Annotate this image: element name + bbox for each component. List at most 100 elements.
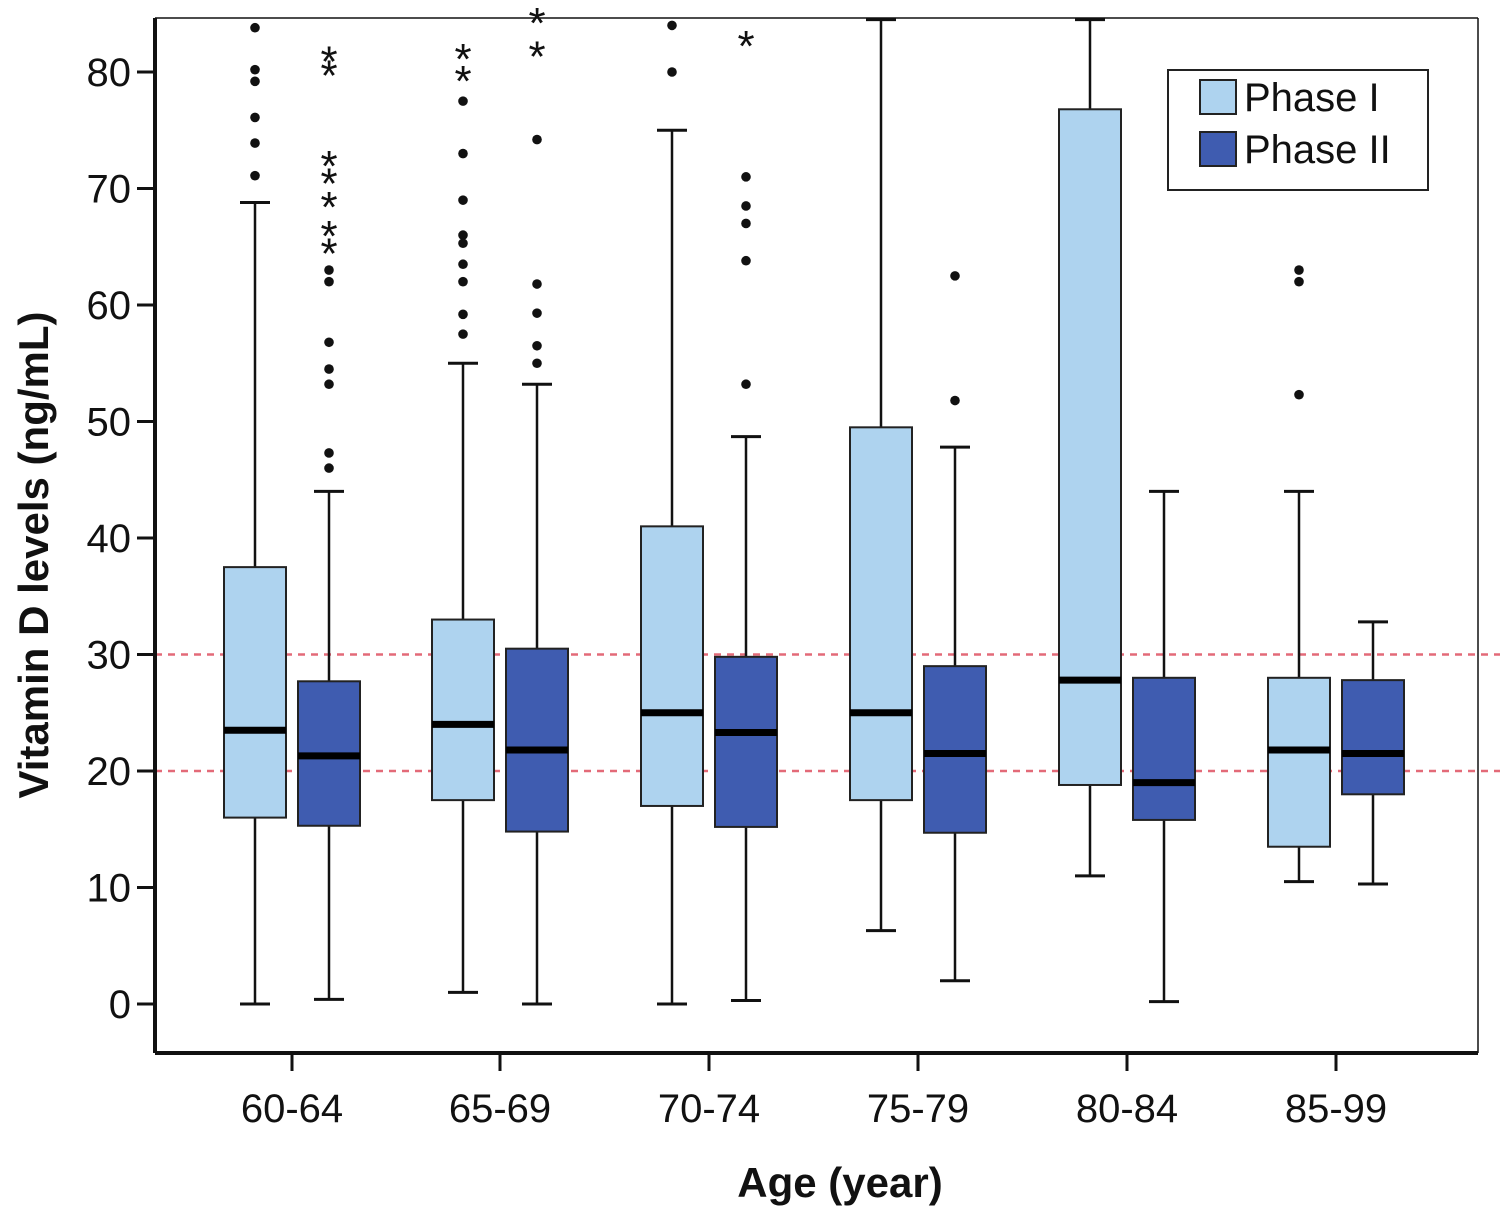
outlier-point (741, 379, 751, 390)
outlier-point (250, 138, 260, 148)
outlier-point (324, 379, 334, 390)
outlier-point (741, 201, 751, 211)
y-tick-label: 60 (87, 284, 132, 328)
outlier-point (741, 218, 751, 229)
outlier-point (250, 76, 260, 87)
x-tick-label: 85-99 (1285, 1087, 1387, 1131)
outlier-point (741, 172, 751, 182)
outlier-point (532, 134, 542, 145)
x-tick-label: 60-64 (241, 1087, 343, 1131)
y-tick-label: 40 (87, 517, 132, 561)
extreme-outlier-point: * (320, 212, 337, 261)
extreme-outlier-point: * (454, 35, 471, 84)
y-axis-title: Vitamin D levels (ng/mL) (10, 312, 57, 799)
outlier-point (458, 96, 468, 106)
box-phase1-70-74 (640, 20, 704, 1006)
outlier-point (458, 230, 468, 240)
box-iqr (714, 655, 778, 828)
box-iqr (1132, 676, 1196, 821)
box-iqr (1058, 108, 1122, 786)
outlier-point (458, 309, 468, 320)
outlier-point (324, 265, 334, 275)
outlier-point (950, 271, 960, 281)
box-iqr (1267, 676, 1331, 848)
outlier-point (458, 238, 468, 249)
box-iqr (1341, 679, 1405, 796)
box-phase2-65-69: ** (505, 0, 569, 1006)
outlier-point (458, 276, 468, 287)
box-phase1-60-64 (223, 22, 287, 1006)
outlier-point (532, 308, 542, 318)
outlier-point (324, 448, 334, 458)
box-phase2-60-64: ******* (297, 37, 361, 1001)
y-tick-label: 70 (87, 168, 132, 212)
y-tick-label: 30 (87, 634, 132, 678)
outlier-point (250, 170, 260, 181)
legend-swatch (1199, 79, 1237, 115)
x-tick-label: 65-69 (449, 1087, 551, 1131)
box-phase1-75-79 (849, 18, 913, 933)
outlier-point (667, 67, 677, 77)
box-iqr (923, 665, 987, 834)
extreme-outlier-point: * (320, 51, 337, 100)
extreme-outlier-point: * (454, 57, 471, 106)
outlier-point (324, 463, 334, 473)
box-phase1-65-69: ** (431, 35, 495, 994)
outlier-point (532, 340, 542, 351)
outlier-point (250, 64, 260, 75)
y-tick-label: 10 (87, 867, 132, 911)
box-iqr (431, 618, 495, 802)
extreme-outlier-point: * (528, 33, 545, 82)
outlier-point (532, 358, 542, 369)
box-iqr (849, 426, 913, 802)
outlier-point (667, 20, 677, 31)
box-phase2-80-84 (1132, 489, 1196, 1004)
box-phase1-80-84 (1058, 18, 1122, 878)
outlier-point (250, 112, 260, 123)
x-axis-title: Age (year) (737, 1159, 942, 1206)
x-tick-label: 75-79 (867, 1087, 969, 1131)
box-iqr (640, 525, 704, 807)
box-phase2-70-74: * (714, 22, 778, 1003)
legend: Phase I Phase II (1167, 69, 1429, 191)
outlier-point (1294, 276, 1304, 287)
outlier-point (324, 276, 334, 287)
outlier-point (458, 195, 468, 205)
box-iqr (505, 647, 569, 833)
outlier-point (1294, 265, 1304, 275)
x-tick-label: 80-84 (1076, 1087, 1178, 1131)
boxes-layer: *********** * (223, 0, 1405, 1006)
extreme-outlier-point: * (320, 142, 337, 191)
outlier-point (458, 329, 468, 339)
box-phase2-75-79 (923, 271, 987, 983)
outlier-point (741, 255, 751, 266)
outlier-point (324, 364, 334, 374)
outlier-point (324, 337, 334, 348)
extreme-outlier-point: * (320, 183, 337, 232)
outlier-point (250, 22, 260, 33)
extreme-outlier-point: * (737, 22, 754, 71)
extreme-outlier-point: * (528, 0, 545, 48)
extreme-outlier-point: * (320, 230, 337, 279)
legend-label: Phase I (1244, 76, 1380, 120)
axes-layer: 0 10 20 30 40 50 60 70 80 60-64 65-69 70-74 75-79 80-… (87, 17, 1479, 1131)
legend-label: Phase II (1244, 128, 1391, 172)
x-tick-label: 70-74 (658, 1087, 760, 1131)
outlier-point (458, 259, 468, 270)
box-iqr (223, 566, 287, 819)
outlier-point (532, 279, 542, 289)
outlier-point (950, 395, 960, 406)
y-tick-label: 20 (87, 750, 132, 794)
extreme-outlier-point: * (320, 37, 337, 86)
y-tick-label: 0 (109, 983, 131, 1027)
legend-swatch (1199, 131, 1237, 167)
outlier-point (458, 148, 468, 159)
extreme-outlier-point: * (320, 160, 337, 209)
box-phase2-85-99 (1341, 620, 1405, 886)
box-phase1-85-99 (1267, 265, 1331, 884)
y-tick-label: 50 (87, 401, 132, 445)
outlier-point (1294, 389, 1304, 400)
y-tick-label: 80 (87, 51, 132, 95)
